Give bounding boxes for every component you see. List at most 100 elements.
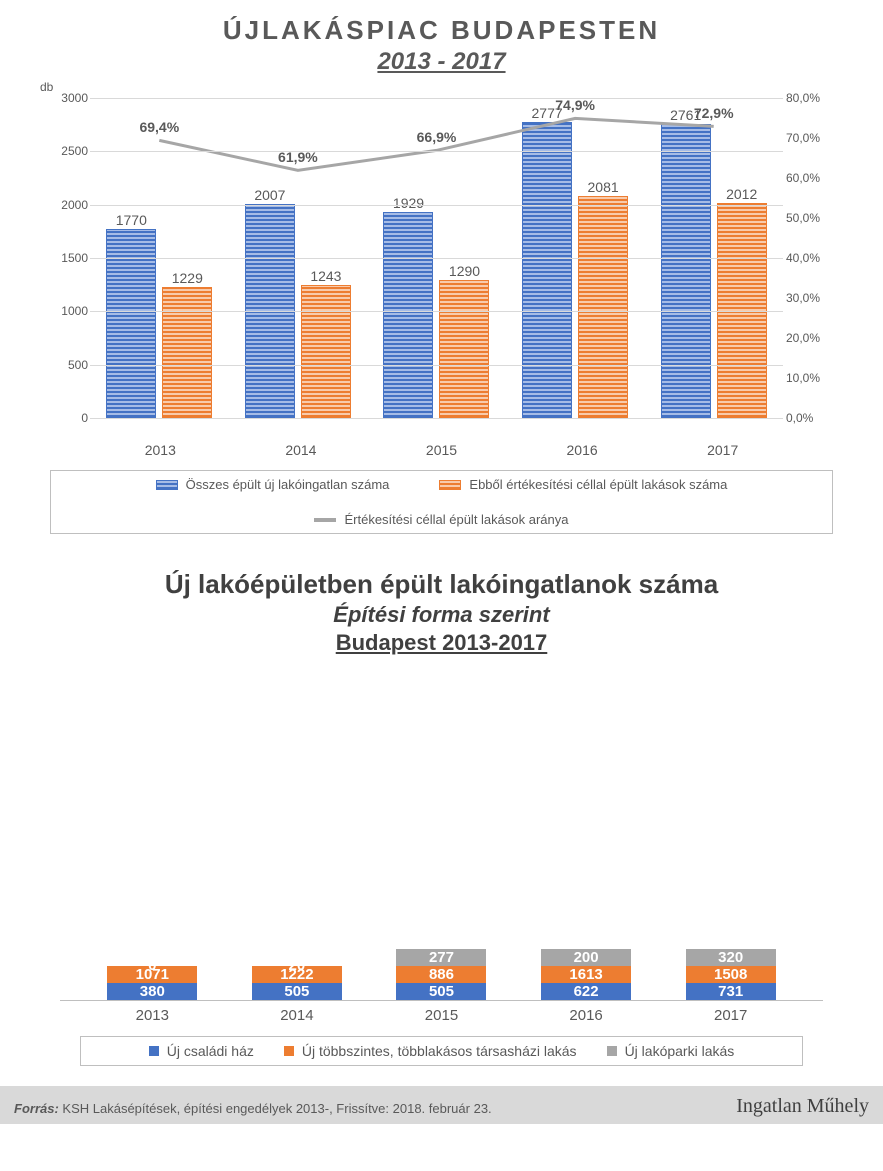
chart2-title: Új lakóépületben épült lakóingatlanok sz… (20, 569, 863, 600)
legend2-label-orange: Új többszintes, többlakásos társasházi l… (302, 1043, 577, 1059)
swatch2-orange-icon (284, 1046, 294, 1056)
gridline (90, 418, 783, 419)
swatch-line-icon (314, 518, 336, 522)
segment-label: 320 (718, 949, 743, 966)
x-label: 2015 (426, 442, 457, 458)
chart2-subtitle2: Budapest 2013-2017 (20, 630, 863, 656)
y-tick-left: 500 (58, 358, 88, 372)
legend-item-blue: Összes épült új lakóingatlan száma (156, 477, 390, 492)
x-label: 2014 (285, 442, 316, 458)
y-tick-right: 80,0% (786, 91, 828, 105)
segment-s-gray: 320 (686, 949, 776, 966)
x-label: 2015 (425, 1007, 458, 1024)
segment-label: 731 (718, 983, 743, 1000)
segment-label: 886 (429, 966, 454, 983)
gridline (90, 258, 783, 259)
chart1-title: ÚJLAKÁSPIAC BUDAPESTEN (20, 15, 863, 46)
legend2-label-gray: Új lakóparki lakás (625, 1043, 735, 1059)
legend-label-line: Értékesítési céllal épült lakások aránya (344, 512, 568, 527)
y-tick-left: 3000 (58, 91, 88, 105)
chart2-legend: Új családi ház Új többszintes, többlakás… (80, 1036, 803, 1066)
bar-orange: 1290 (439, 280, 489, 418)
legend-item-line: Értékesítési céllal épült lakások aránya (314, 512, 568, 527)
legend-label-orange: Ebből értékesítési céllal épült lakások … (469, 477, 727, 492)
pct-label: 74,9% (555, 97, 595, 113)
swatch2-blue-icon (149, 1046, 159, 1056)
x-label: 2016 (567, 442, 598, 458)
swatch-blue-icon (156, 480, 178, 490)
segment-label: 380 (140, 983, 165, 1000)
bar-label: 2081 (588, 179, 619, 195)
bar-blue: 2761 (661, 124, 711, 419)
x-label: 2017 (707, 442, 738, 458)
chart2-x-labels: 20132014201520162017 (80, 1007, 803, 1024)
stack: 7311508320 (686, 949, 776, 1000)
y-tick-right: 10,0% (786, 371, 828, 385)
y-tick-left: 2000 (58, 198, 88, 212)
segment-s-blue: 505 (252, 983, 342, 1000)
chart1-panel: ÚJLAKÁSPIAC BUDAPESTEN 2013 - 2017 db 17… (0, 0, 883, 544)
bar-label: 1929 (393, 195, 424, 211)
bar-blue: 1929 (383, 212, 433, 418)
pct-label: 66,9% (417, 129, 457, 145)
stack: 505122220 (252, 966, 342, 1000)
x-label: 2016 (569, 1007, 602, 1024)
bar-label: 1229 (172, 270, 203, 286)
footer-source-text: KSH Lakásépítések, építési engedélyek 20… (59, 1101, 492, 1116)
gridline (90, 98, 783, 99)
bar-label: 2012 (726, 186, 757, 202)
chart2-panel: Új lakóépületben épült lakóingatlanok sz… (0, 544, 883, 1076)
chart2-plot: 3801071050512222050588627762216132007311… (60, 681, 823, 1001)
y-tick-right: 60,0% (786, 171, 828, 185)
bar-orange: 1243 (301, 285, 351, 418)
bar-orange: 1229 (162, 287, 212, 418)
segment-s-gray: 200 (541, 949, 631, 966)
segment-label: 20 (289, 957, 306, 974)
stack: 505886277 (396, 949, 486, 1000)
footer-source: Forrás: KSH Lakásépítések, építési enged… (14, 1101, 492, 1116)
swatch-orange-icon (439, 480, 461, 490)
chart1-plot: 1770122920071243192912902777208127612012… (60, 98, 823, 438)
chart2-subtitle1: Építési forma szerint (20, 602, 863, 628)
segment-label: 505 (284, 983, 309, 1000)
segment-label: 200 (574, 949, 599, 966)
footer: Forrás: KSH Lakásépítések, építési enged… (0, 1086, 883, 1124)
legend2-item-gray: Új lakóparki lakás (607, 1043, 735, 1059)
segment-s-orange: 886 (396, 966, 486, 983)
pct-label: 69,4% (139, 119, 179, 135)
y-tick-left: 0 (58, 411, 88, 425)
footer-source-label: Forrás: (14, 1101, 59, 1116)
bar-label: 1290 (449, 263, 480, 279)
segment-s-orange: 1508 (686, 966, 776, 983)
gridline (90, 205, 783, 206)
pct-label: 72,9% (694, 105, 734, 121)
chart1-legend: Összes épült új lakóingatlan száma Ebből… (50, 470, 833, 534)
segment-label: 1613 (569, 966, 602, 983)
bar-orange: 2081 (578, 196, 628, 418)
segment-label: 622 (574, 983, 599, 1000)
legend2-item-blue: Új családi ház (149, 1043, 254, 1059)
swatch2-gray-icon (607, 1046, 617, 1056)
segment-label: 505 (429, 983, 454, 1000)
bar-blue: 2777 (522, 122, 572, 418)
chart2-bars: 3801071050512222050588627762216132007311… (80, 681, 803, 1000)
y-tick-left: 1000 (58, 304, 88, 318)
bar-label: 2007 (254, 187, 285, 203)
segment-label: 277 (429, 949, 454, 966)
y-tick-right: 40,0% (786, 251, 828, 265)
y-tick-right: 50,0% (786, 211, 828, 225)
legend2-item-orange: Új többszintes, többlakásos társasházi l… (284, 1043, 577, 1059)
bar-label: 1770 (116, 212, 147, 228)
footer-logo: Ingatlan Műhely (736, 1096, 869, 1116)
y-tick-left: 2500 (58, 144, 88, 158)
segment-s-gray: 277 (396, 949, 486, 966)
segment-s-blue: 505 (396, 983, 486, 1000)
chart1-unit: db (20, 80, 863, 94)
y-tick-right: 20,0% (786, 331, 828, 345)
legend2-label-blue: Új családi ház (167, 1043, 254, 1059)
segment-s-blue: 622 (541, 983, 631, 1000)
chart1-grid: 1770122920071243192912902777208127612012… (90, 98, 783, 418)
y-tick-right: 30,0% (786, 291, 828, 305)
segment-s-blue: 731 (686, 983, 776, 1000)
x-label: 2013 (136, 1007, 169, 1024)
